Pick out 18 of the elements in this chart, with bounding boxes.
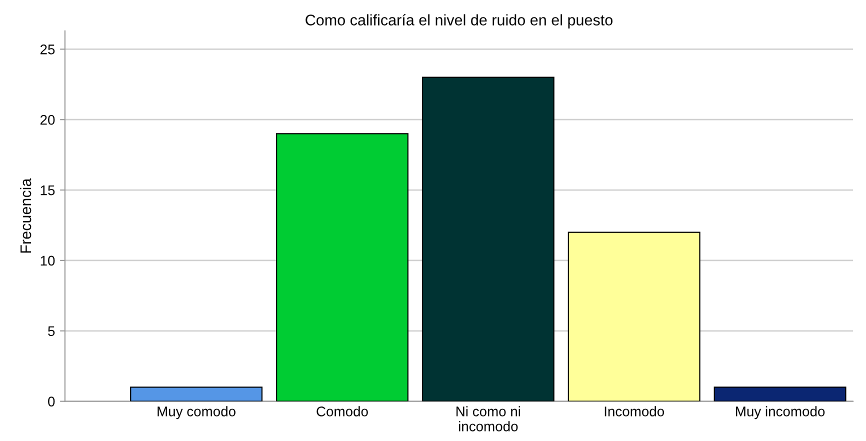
x-tick-label: Muy incomodo bbox=[736, 406, 825, 420]
bar bbox=[276, 133, 408, 402]
x-tick-label: Incomodo bbox=[604, 406, 664, 416]
x-tick-label: Ni como ni incomodo bbox=[456, 406, 520, 432]
y-axis-title: Frecuencia bbox=[20, 178, 32, 253]
x-tick-label: Muy comodo bbox=[158, 406, 236, 420]
bar bbox=[130, 386, 263, 402]
x-tick-label: Comodo bbox=[316, 406, 368, 416]
y-tick-label: 20 bbox=[40, 114, 55, 125]
bar bbox=[568, 232, 700, 402]
y-tick-label: 25 bbox=[40, 44, 55, 54]
y-tick-label: 5 bbox=[48, 326, 55, 336]
chart-title: Como calificaría el nivel de ruido en el puesto bbox=[306, 14, 612, 28]
bar bbox=[422, 76, 554, 402]
y-tick-label: 10 bbox=[40, 256, 55, 266]
y-tick-label: 15 bbox=[40, 186, 55, 196]
bar bbox=[714, 386, 846, 402]
y-tick-label: 0 bbox=[48, 396, 55, 406]
